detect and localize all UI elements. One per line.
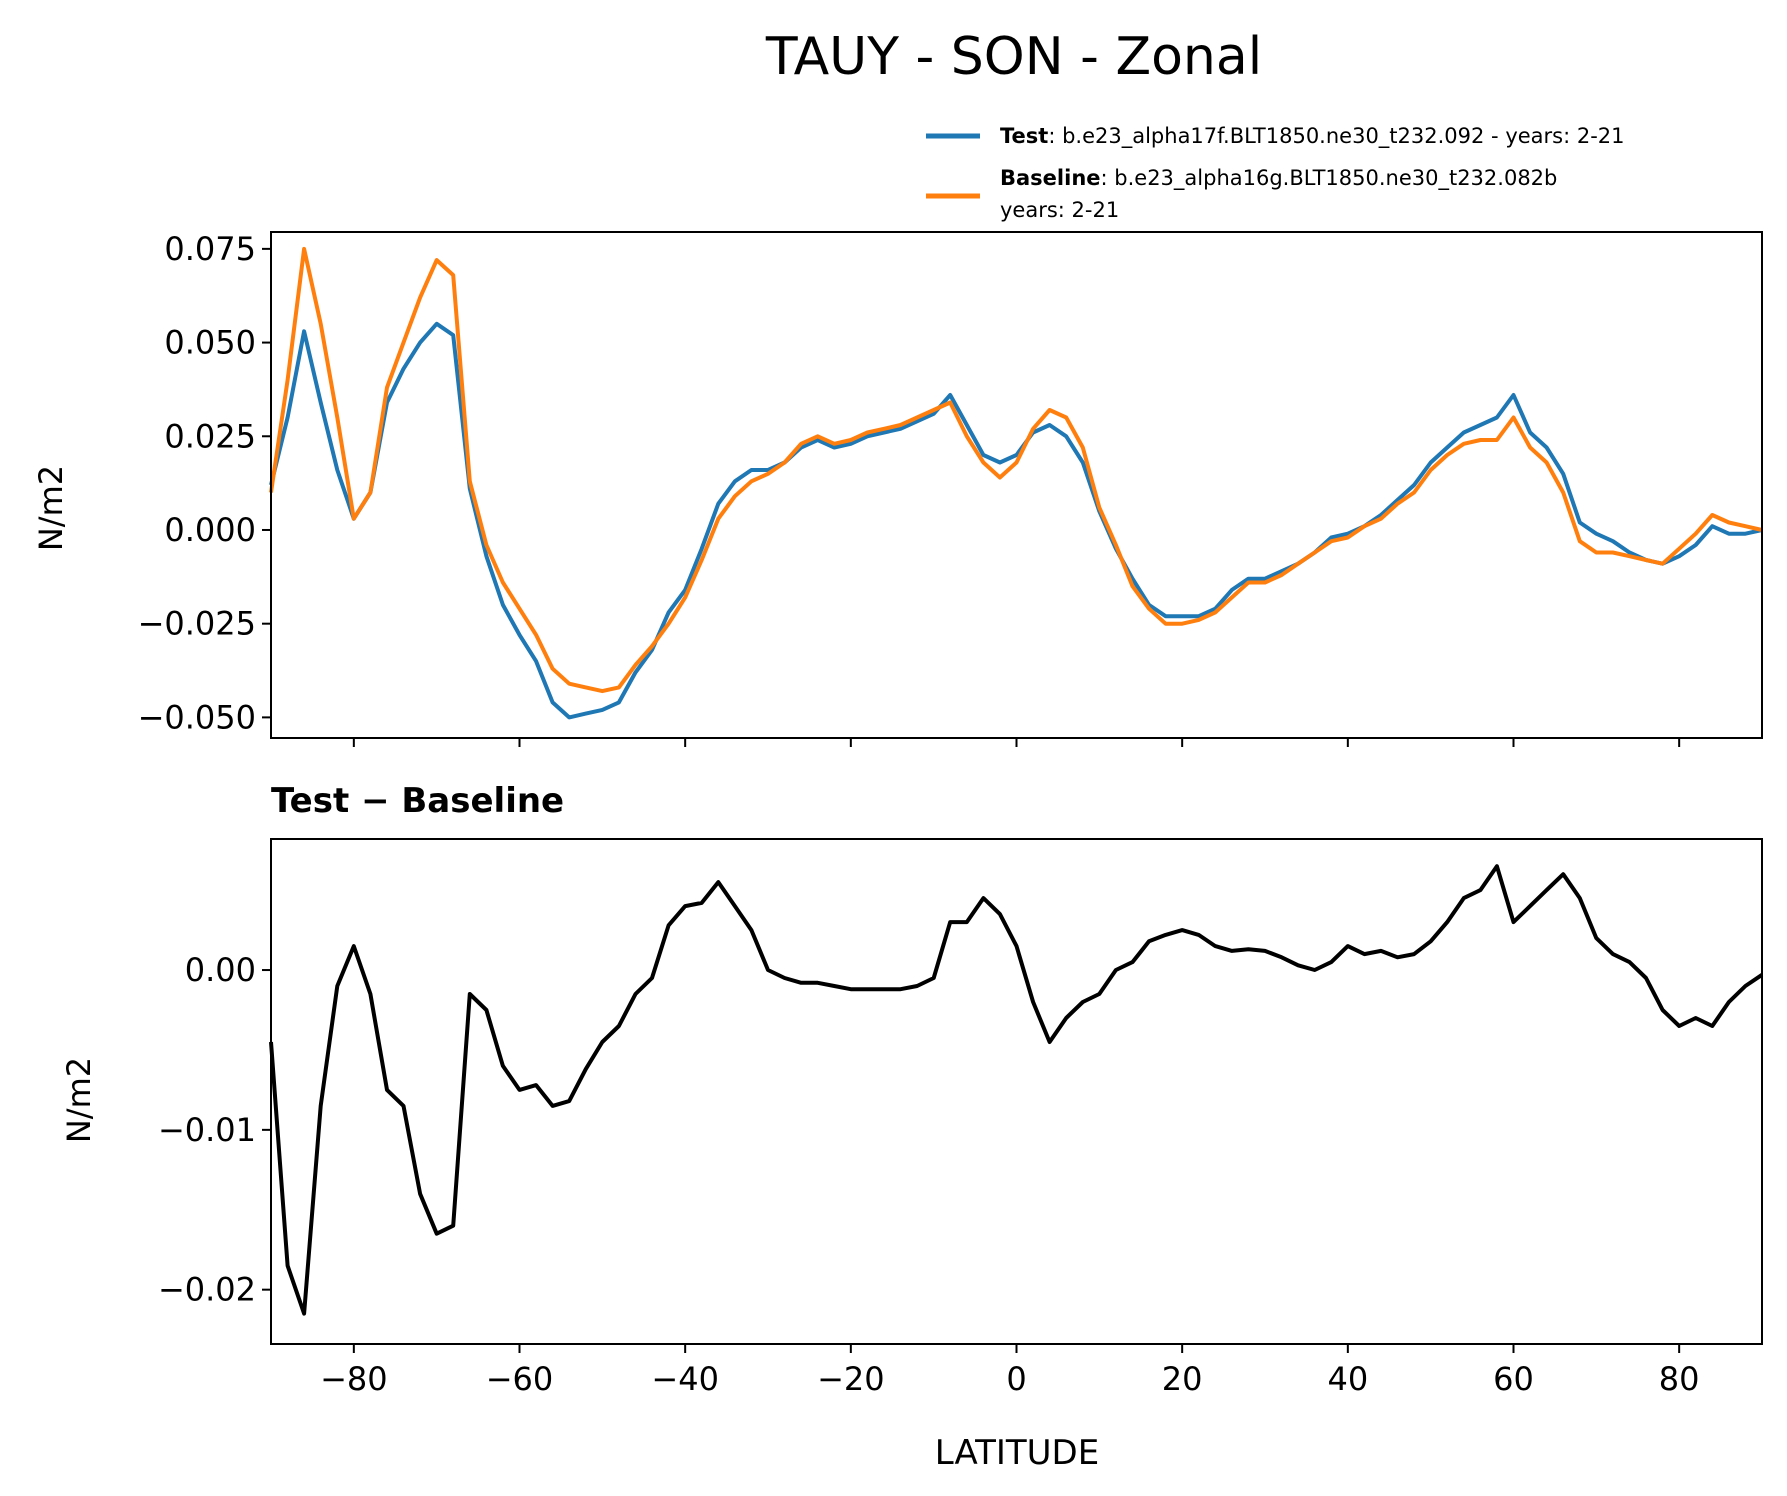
x-tick-label: 0 — [1006, 1360, 1026, 1398]
y-tick-label: −0.050 — [138, 698, 256, 736]
difference-panel: 0.00 −0.01 −0.02 −80 −60 −40 −20 0 20 40 60 80 — [158, 838, 1764, 1398]
y-tick-label: −0.01 — [158, 1111, 256, 1149]
series-line-difference — [269, 864, 1764, 1316]
legend-test-label: Test — [1000, 124, 1048, 148]
y-tick-label: 0.00 — [185, 951, 256, 989]
legend: Test: b.e23_alpha17f.BLT1850.ne30_t232.0… — [926, 124, 1625, 222]
legend-test-text: : b.e23_alpha17f.BLT1850.ne30_t232.092 -… — [1048, 124, 1624, 149]
svg-text:Baseline: b.e23_alpha16g.BLT18: Baseline: b.e23_alpha16g.BLT1850.ne30_t2… — [1000, 166, 1557, 191]
diff-panel-title: Test − Baseline — [271, 781, 564, 821]
x-tick-label: 60 — [1493, 1360, 1534, 1398]
plot-frame — [270, 838, 1763, 1345]
x-tick-label: 40 — [1327, 1360, 1368, 1398]
y-tick-label: −0.025 — [138, 605, 256, 643]
chart-title: TAUY - SON - Zonal — [765, 27, 1262, 87]
y-tick-label: −0.02 — [158, 1271, 256, 1309]
x-tick-label: −80 — [320, 1360, 388, 1398]
series-line-baseline — [269, 246, 1763, 694]
y-tick-label: 0.000 — [164, 511, 256, 549]
y-tick-label: 0.025 — [164, 417, 256, 455]
y-tick-label: 0.075 — [164, 230, 256, 268]
x-tick-label: −60 — [486, 1360, 554, 1398]
xlabel: LATITUDE — [935, 1433, 1099, 1473]
ylabel-bottom: N/m2 — [60, 1057, 98, 1143]
x-tick-label: 20 — [1162, 1360, 1203, 1398]
ylabel-top: N/m2 — [32, 465, 70, 551]
svg-text:Test: b.e23_alpha17f.BLT1850.n: Test: b.e23_alpha17f.BLT1850.ne30_t232.0… — [1000, 124, 1625, 149]
x-tick-label: 80 — [1659, 1360, 1700, 1398]
x-tick-label: −20 — [817, 1360, 885, 1398]
y-tick-label: 0.050 — [164, 324, 256, 362]
legend-baseline-label: Baseline — [1000, 166, 1101, 190]
legend-baseline-text2: years: 2-21 — [1000, 198, 1119, 222]
legend-baseline-text: : b.e23_alpha16g.BLT1850.ne30_t232.082b — [1101, 166, 1558, 191]
x-tick-label: −40 — [651, 1360, 719, 1398]
top-panel: 0.075 0.050 0.025 0.000 −0.025 −0.050 — [138, 230, 1763, 747]
plot-frame — [270, 231, 1763, 739]
series-line-test — [269, 321, 1763, 720]
